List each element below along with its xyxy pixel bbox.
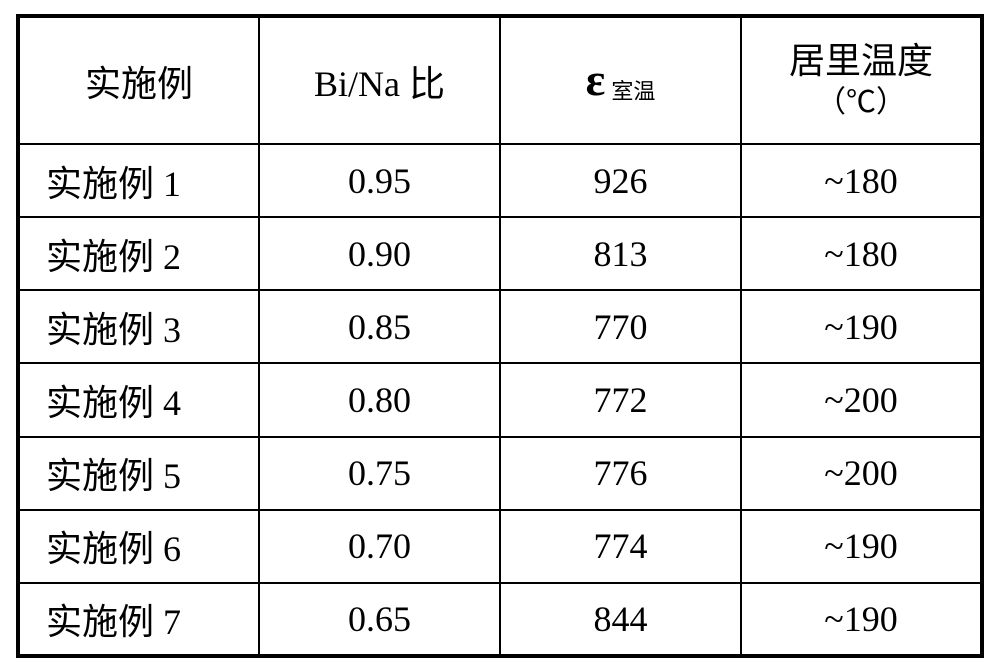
table-row: 实施例 7 0.65 844 ~190 [18, 583, 982, 656]
cell-ratio: 0.80 [259, 363, 500, 436]
cell-example: 实施例 1 [18, 144, 259, 217]
data-table: 实施例 Bi/Na 比 ε 室温 居里温度 （℃） 实施例 1 [16, 14, 984, 658]
cell-eps: 774 [500, 510, 741, 583]
cell-curie: ~190 [741, 290, 982, 363]
col-header-example: 实施例 [18, 16, 259, 144]
cell-eps: 844 [500, 583, 741, 656]
cell-curie: ~190 [741, 583, 982, 656]
col-header-epsilon: ε 室温 [500, 16, 741, 144]
table-row: 实施例 6 0.70 774 ~190 [18, 510, 982, 583]
epsilon-subscript: 室温 [611, 74, 655, 106]
cell-curie: ~200 [741, 363, 982, 436]
col-header-curie: 居里温度 （℃） [741, 16, 982, 144]
table-row: 实施例 1 0.95 926 ~180 [18, 144, 982, 217]
cell-eps: 813 [500, 217, 741, 290]
cell-curie: ~180 [741, 144, 982, 217]
cell-eps: 926 [500, 144, 741, 217]
table-body: 实施例 1 0.95 926 ~180 实施例 2 0.90 813 ~180 … [18, 144, 982, 656]
cell-example: 实施例 4 [18, 363, 259, 436]
cell-example: 实施例 7 [18, 583, 259, 656]
table-row: 实施例 2 0.90 813 ~180 [18, 217, 982, 290]
cell-ratio: 0.85 [259, 290, 500, 363]
curie-unit: （℃） [816, 84, 906, 122]
header-row: 实施例 Bi/Na 比 ε 室温 居里温度 （℃） [18, 16, 982, 144]
col-header-ratio: Bi/Na 比 [259, 16, 500, 144]
cell-example: 实施例 3 [18, 290, 259, 363]
cell-curie: ~190 [741, 510, 982, 583]
cell-curie: ~180 [741, 217, 982, 290]
cell-ratio: 0.65 [259, 583, 500, 656]
cell-eps: 772 [500, 363, 741, 436]
table-row: 实施例 5 0.75 776 ~200 [18, 437, 982, 510]
table-row: 实施例 4 0.80 772 ~200 [18, 363, 982, 436]
cell-eps: 776 [500, 437, 741, 510]
cell-ratio: 0.90 [259, 217, 500, 290]
cell-ratio: 0.75 [259, 437, 500, 510]
cell-curie: ~200 [741, 437, 982, 510]
cell-eps: 770 [500, 290, 741, 363]
cell-example: 实施例 6 [18, 510, 259, 583]
curie-label: 居里温度 [789, 39, 933, 84]
cell-ratio: 0.70 [259, 510, 500, 583]
cell-ratio: 0.95 [259, 144, 500, 217]
cell-example: 实施例 2 [18, 217, 259, 290]
cell-example: 实施例 5 [18, 437, 259, 510]
table-row: 实施例 3 0.85 770 ~190 [18, 290, 982, 363]
epsilon-symbol: ε [586, 57, 606, 103]
